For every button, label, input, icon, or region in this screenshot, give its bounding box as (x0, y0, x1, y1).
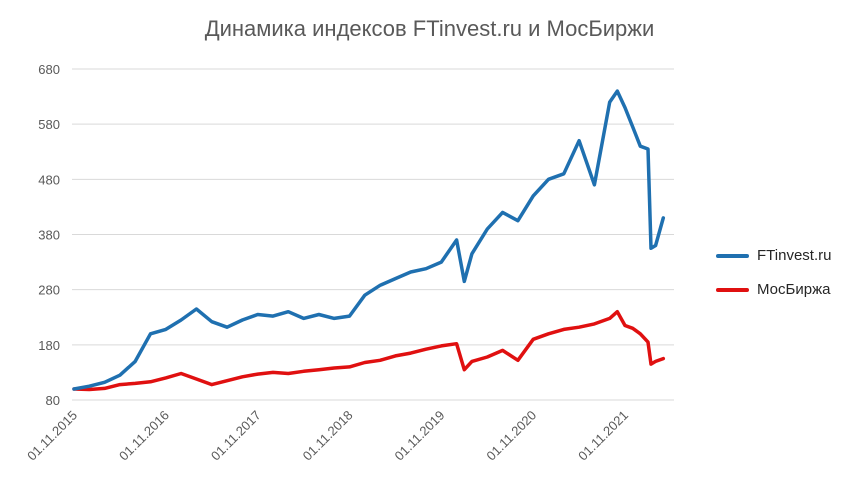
y-tick-label: 380 (38, 228, 60, 243)
chart-title: Динамика индексов FTinvest.ru и МосБиржи (204, 16, 655, 41)
legend-item-ftinvest: FTinvest.ru (716, 243, 831, 268)
legend-swatch-ftinvest (716, 253, 749, 258)
y-tick-label: 180 (38, 338, 60, 353)
x-axis-ticks: 01.11.2015 01.11.2016 01.11.2017 01.11.2018… (24, 408, 631, 464)
y-tick-label: 80 (46, 393, 60, 408)
series-line-ftinvest (72, 89, 666, 391)
legend-swatch-mosbirzha (716, 287, 749, 292)
x-tick-label: 01.11.2019 (392, 408, 448, 464)
series-lines (72, 89, 666, 392)
y-tick-label: 680 (38, 62, 60, 77)
legend-item-mosbirzha: МосБиржа (716, 277, 831, 302)
x-tick-label: 01.11.2015 (24, 408, 80, 464)
y-tick-label: 480 (38, 172, 60, 187)
x-tick-label: 01.11.2020 (483, 408, 539, 464)
chart-legend: FTinvest.ru МосБиржа (716, 243, 831, 311)
y-tick-label: 580 (38, 117, 60, 132)
legend-label-ftinvest: FTinvest.ru (757, 247, 832, 264)
y-axis-ticks: 80 180 280 380 480 580 680 (38, 62, 60, 408)
grid-lines (72, 68, 674, 401)
legend-label-mosbirzha: МосБиржа (757, 281, 831, 298)
x-tick-label: 01.11.2018 (300, 408, 356, 464)
series-line-mosbirzha (72, 309, 666, 392)
y-tick-label: 280 (38, 283, 60, 298)
x-tick-label: 01.11.2017 (208, 408, 264, 464)
x-tick-label: 01.11.2016 (116, 408, 172, 464)
x-tick-label: 01.11.2021 (575, 408, 631, 464)
